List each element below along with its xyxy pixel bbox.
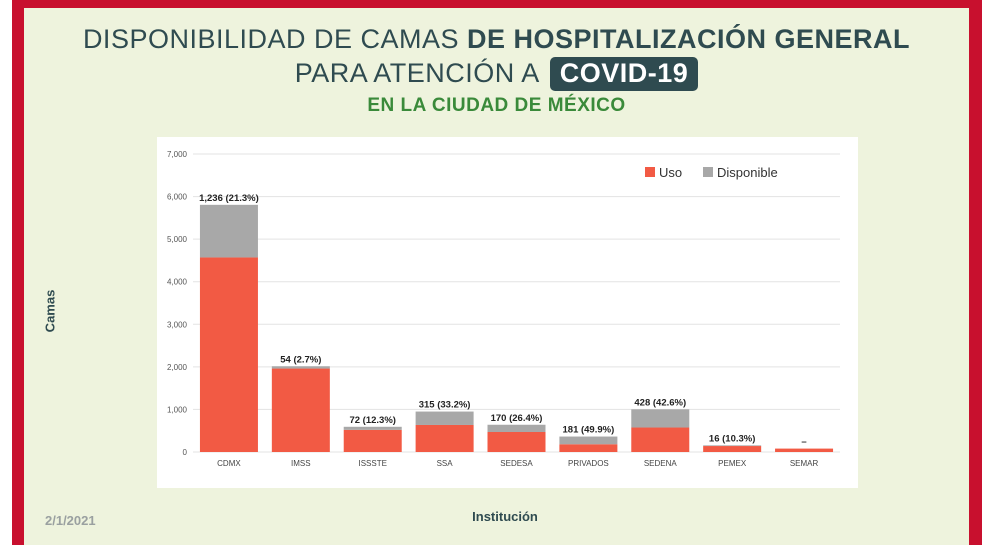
page-title: DISPONIBILIDAD DE CAMAS DE HOSPITALIZACI… [24, 24, 969, 55]
data-label: – [801, 437, 806, 448]
data-label: 181 (49.9%) [563, 425, 615, 436]
page-title-line2: PARA ATENCIÓN A COVID-19 [24, 57, 969, 91]
bar-disponible [703, 445, 762, 447]
bar-disponible [199, 204, 258, 258]
data-label: 54 (2.7%) [280, 354, 321, 365]
y-tick-label: 3,000 [167, 320, 188, 329]
date-label: 2/1/2021 [45, 513, 96, 528]
bar-uso [271, 368, 330, 452]
data-label: 428 (42.6%) [634, 397, 686, 408]
bar-uso [631, 427, 690, 452]
x-tick-label: IMSS [291, 459, 311, 468]
bar-uso [487, 431, 546, 452]
x-tick-label: SSA [437, 459, 454, 468]
y-tick-label: 2,000 [167, 363, 188, 372]
bar-disponible [343, 426, 402, 430]
bar-uso [775, 448, 834, 452]
bar-disponible [559, 436, 618, 445]
x-tick-label: CDMX [217, 459, 241, 468]
bar-uso [415, 424, 474, 452]
y-axis-title: Camas [42, 289, 58, 333]
legend-swatch [703, 167, 713, 177]
chart-card: 0 1,000 2,000 3,000 4,000 5,000 6,000 7,000 1,23… [157, 137, 858, 488]
data-label: 170 (26.4%) [491, 413, 543, 424]
covid-badge: COVID-19 [549, 57, 699, 91]
x-tick-label: SEDESA [500, 459, 533, 468]
x-tick-label: SEDENA [644, 459, 678, 468]
y-tick-label: 7,000 [167, 150, 188, 159]
data-label: 1,236 (21.3%) [199, 193, 259, 204]
x-tick-label: ISSSTE [358, 459, 386, 468]
y-tick-label: 5,000 [167, 235, 188, 244]
legend-swatch [645, 167, 655, 177]
bar-disponible [271, 366, 330, 369]
bar-uso [199, 257, 258, 452]
page-subtitle: EN LA CIUDAD DE MÉXICO [367, 95, 626, 116]
y-tick-label: 6,000 [167, 193, 188, 202]
x-tick-label: SEMAR [790, 459, 819, 468]
bar-uso [343, 429, 402, 452]
bar-disponible [415, 411, 474, 425]
legend-label: Uso [659, 165, 682, 180]
data-label: 72 (12.3%) [349, 415, 395, 426]
data-label: 315 (33.2%) [419, 400, 471, 411]
title-line2-text: PARA ATENCIÓN A [294, 58, 540, 88]
data-label: 16 (10.3%) [709, 433, 755, 444]
x-tick-label: PEMEX [718, 459, 747, 468]
legend-label: Disponible [717, 165, 778, 180]
title-part2: DE HOSPITALIZACIÓN GENERAL [467, 24, 911, 54]
bar-uso [703, 446, 762, 452]
title-part1: DISPONIBILIDAD DE CAMAS [82, 24, 468, 54]
y-tick-label: 1,000 [167, 405, 188, 414]
bar-uso [559, 444, 618, 452]
bar-disponible [487, 424, 546, 432]
bar-chart: 0 1,000 2,000 3,000 4,000 5,000 6,000 7,000 1,23… [167, 150, 840, 468]
y-tick-label: 4,000 [167, 278, 188, 287]
bar-disponible [631, 409, 690, 428]
x-tick-label: PRIVADOS [568, 459, 609, 468]
y-tick-label: 0 [183, 448, 188, 457]
x-axis-title: Institución [472, 509, 538, 524]
